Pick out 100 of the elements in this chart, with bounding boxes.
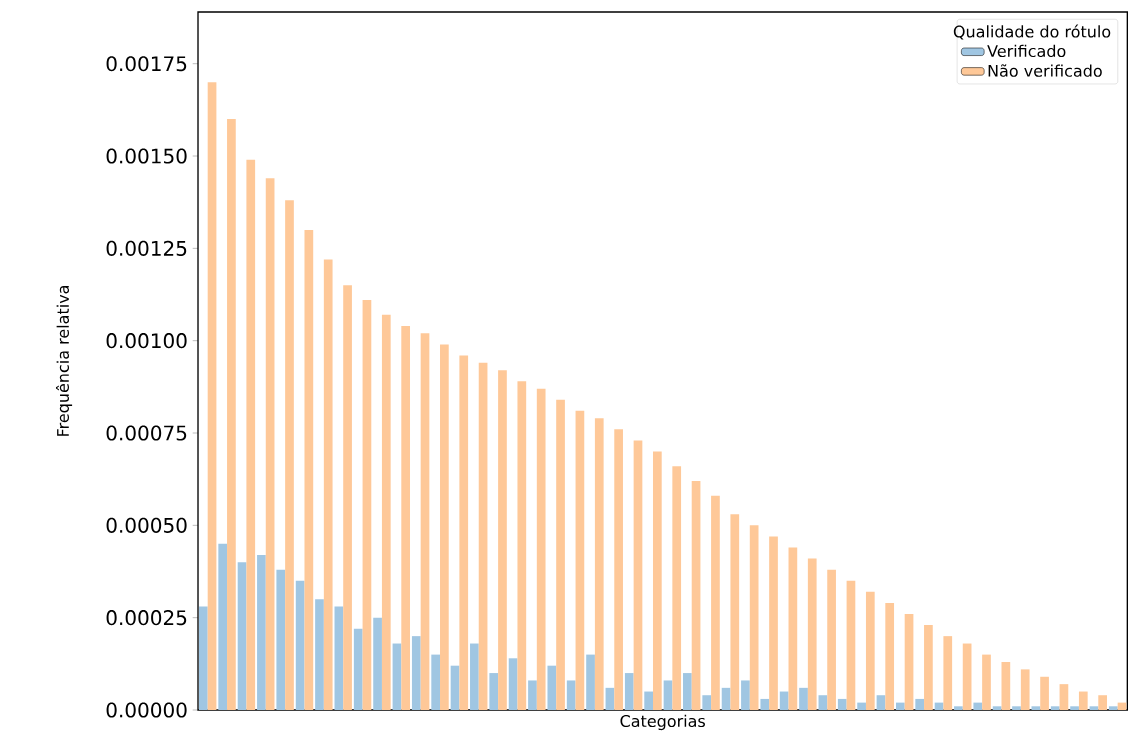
bar bbox=[575, 410, 585, 710]
bar bbox=[257, 554, 266, 710]
bar bbox=[459, 355, 469, 710]
bar bbox=[498, 370, 507, 710]
bar bbox=[207, 82, 217, 710]
bar bbox=[323, 259, 333, 710]
bar bbox=[973, 702, 983, 710]
bar bbox=[711, 495, 720, 710]
bar bbox=[285, 200, 294, 710]
bar bbox=[1070, 706, 1079, 710]
bar bbox=[586, 654, 595, 710]
bar bbox=[799, 687, 808, 710]
bar bbox=[1031, 706, 1041, 710]
bar bbox=[1040, 676, 1049, 710]
bar bbox=[536, 388, 546, 710]
bar bbox=[885, 602, 895, 710]
bar bbox=[315, 599, 324, 710]
bar bbox=[730, 514, 740, 710]
bar bbox=[431, 654, 441, 710]
bar bbox=[1020, 669, 1030, 710]
y-tick-label: 0.00100 bbox=[106, 333, 187, 349]
bar bbox=[992, 706, 1002, 710]
bar bbox=[760, 698, 770, 710]
bar bbox=[1078, 691, 1088, 710]
bar bbox=[556, 399, 565, 710]
bar bbox=[450, 665, 460, 710]
bar bbox=[827, 569, 836, 710]
bar bbox=[392, 643, 402, 710]
bar bbox=[470, 643, 479, 710]
bar bbox=[788, 547, 798, 710]
y-tick-label: 0.00125 bbox=[106, 240, 187, 256]
bar bbox=[362, 300, 372, 710]
bar bbox=[420, 333, 430, 710]
bar bbox=[478, 362, 488, 710]
bar bbox=[691, 481, 701, 710]
bar bbox=[924, 625, 933, 710]
bar bbox=[373, 617, 382, 710]
bar bbox=[198, 606, 208, 710]
bar bbox=[1059, 684, 1069, 710]
bar bbox=[614, 429, 623, 710]
legend-label: Não verificado bbox=[988, 64, 1102, 77]
bar bbox=[295, 580, 305, 710]
bar bbox=[721, 687, 731, 710]
bar bbox=[915, 698, 925, 710]
bar bbox=[605, 687, 615, 710]
x-axis-title: Categorias bbox=[620, 714, 705, 731]
bar bbox=[779, 691, 789, 710]
bar bbox=[895, 702, 905, 710]
bar bbox=[1108, 706, 1118, 710]
bar bbox=[1012, 706, 1021, 710]
bar bbox=[353, 628, 363, 710]
bar bbox=[663, 680, 673, 710]
bar bbox=[769, 536, 778, 710]
bar bbox=[702, 695, 712, 710]
bar bbox=[1050, 706, 1060, 710]
bar bbox=[440, 344, 449, 710]
bar bbox=[1098, 695, 1108, 710]
bar bbox=[517, 381, 527, 710]
bar bbox=[644, 691, 653, 710]
bar bbox=[489, 673, 499, 710]
bar bbox=[508, 658, 518, 710]
bar bbox=[265, 178, 275, 710]
bar bbox=[547, 665, 557, 710]
bar bbox=[334, 606, 344, 710]
bar bbox=[276, 569, 286, 710]
bar bbox=[1089, 706, 1099, 710]
y-tick-label: 0.00000 bbox=[106, 702, 187, 718]
bar bbox=[218, 543, 228, 710]
bar bbox=[954, 706, 963, 710]
bar bbox=[982, 654, 991, 710]
y-tick-label: 0.00175 bbox=[106, 56, 187, 72]
bar bbox=[741, 680, 750, 710]
y-tick-label: 0.00150 bbox=[106, 148, 187, 164]
bar bbox=[837, 698, 847, 710]
bar bbox=[672, 466, 682, 710]
y-tick-label: 0.00050 bbox=[106, 517, 187, 533]
y-tick-label: 0.00025 bbox=[106, 610, 187, 626]
legend-label: Verificado bbox=[987, 44, 1066, 58]
bar bbox=[749, 525, 759, 710]
bar bbox=[652, 451, 662, 710]
bar bbox=[624, 673, 634, 710]
bar bbox=[683, 673, 692, 710]
bar bbox=[865, 591, 875, 710]
bar bbox=[962, 643, 972, 710]
legend-title: Qualidade do rótulo bbox=[953, 24, 1111, 40]
bar bbox=[876, 695, 886, 710]
y-tick-label: 0.00075 bbox=[106, 425, 187, 441]
bar bbox=[818, 695, 828, 710]
bar bbox=[566, 680, 576, 710]
bar bbox=[528, 680, 537, 710]
bar bbox=[943, 636, 953, 710]
bar bbox=[304, 229, 314, 710]
bar bbox=[633, 440, 643, 710]
bar bbox=[1001, 661, 1011, 710]
bar bbox=[857, 702, 866, 710]
bar bbox=[846, 580, 856, 710]
y-axis-title: Frequência relativa bbox=[55, 286, 73, 436]
bar bbox=[246, 159, 256, 710]
bar bbox=[237, 562, 247, 710]
bar bbox=[381, 314, 391, 710]
